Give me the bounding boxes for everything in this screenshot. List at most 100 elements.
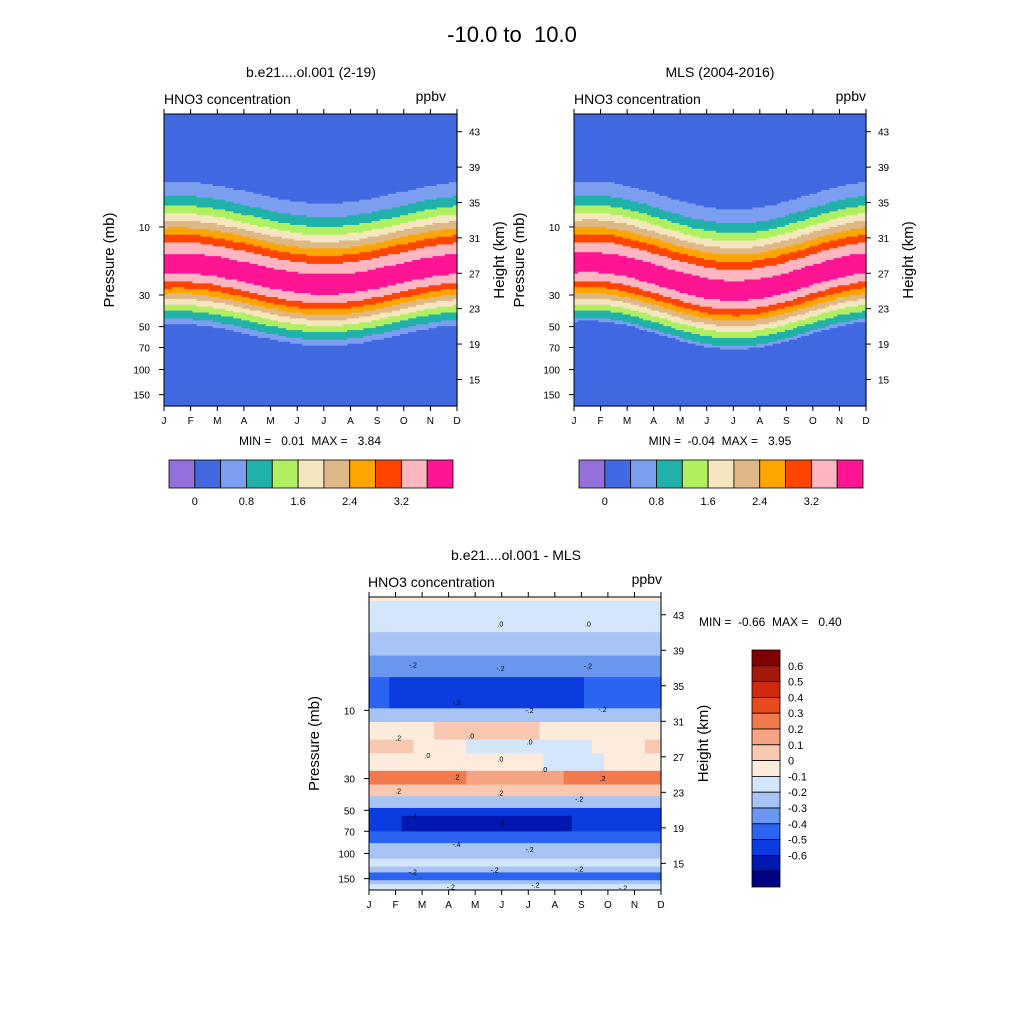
- field-cell: [821, 189, 867, 193]
- contour-label: .0: [541, 767, 547, 774]
- field-cell: [543, 757, 605, 760]
- field-cell: [164, 186, 226, 189]
- contour-label: .2: [395, 735, 401, 742]
- field-cell: [369, 759, 544, 762]
- field-cell: [651, 328, 676, 331]
- field-cell: [582, 219, 599, 222]
- field-cell: [638, 304, 660, 308]
- field-cell: [369, 620, 662, 623]
- field-cell: [401, 817, 573, 821]
- field-cell: [369, 722, 435, 725]
- y-tick-label: 100: [543, 366, 560, 377]
- field-cell: [164, 341, 291, 345]
- field-cell: [371, 211, 417, 214]
- field-cell: [784, 330, 810, 333]
- field-cell: [302, 232, 348, 236]
- field-cell: [466, 776, 565, 780]
- field-cell: [164, 205, 198, 209]
- field-cell: [233, 330, 259, 333]
- field-cell: [391, 217, 430, 220]
- field-cell: [369, 866, 662, 870]
- field-cell: [638, 279, 725, 283]
- field-cell: [164, 123, 458, 127]
- field-cell: [408, 300, 438, 304]
- field-cell: [817, 205, 859, 209]
- field-cell: [642, 326, 672, 329]
- field-cell: [338, 240, 385, 244]
- field-cell: [776, 314, 798, 318]
- field-cell: [675, 328, 705, 331]
- field-cell: [433, 722, 540, 725]
- field-cell: [343, 224, 393, 228]
- field-cell: [574, 293, 608, 296]
- field-cell: [583, 696, 662, 700]
- field-cell: [408, 332, 458, 335]
- field-cell: [253, 191, 397, 195]
- field-cell: [604, 753, 662, 756]
- field-cell: [433, 723, 540, 727]
- field-cell: [574, 374, 867, 378]
- field-cell: [375, 326, 409, 329]
- field-cell: [164, 355, 458, 358]
- field-cell: [369, 686, 390, 690]
- field-cell: [367, 269, 458, 273]
- field-cell: [343, 201, 417, 205]
- field-cell: [583, 694, 662, 698]
- field-cell: [845, 275, 867, 279]
- field-cell: [583, 688, 662, 692]
- field-cell: [164, 349, 458, 353]
- colorbar-tick-label: -0.3: [788, 803, 807, 815]
- field-cell: [675, 269, 794, 273]
- field-cell: [699, 236, 770, 240]
- x-tick-label: D: [862, 416, 869, 427]
- field-cell: [389, 692, 585, 696]
- field-cell: [574, 205, 612, 209]
- field-cell: [277, 333, 373, 337]
- field-cell: [164, 143, 458, 146]
- field-cell: [257, 224, 308, 228]
- field-cell: [225, 224, 259, 228]
- field-cell: [408, 312, 442, 316]
- field-cell: [369, 833, 662, 836]
- y-tick-label: 100: [133, 366, 150, 377]
- field-cell: [164, 260, 238, 263]
- field-cell: [306, 254, 344, 257]
- field-cell: [598, 219, 640, 222]
- field-cell: [168, 226, 190, 230]
- field-cell: [829, 324, 847, 327]
- field-cell: [683, 232, 786, 236]
- field-cell: [216, 223, 251, 226]
- colorbar-tick-label: 2.4: [752, 496, 767, 508]
- field-cell: [369, 847, 662, 850]
- field-cell: [369, 841, 662, 844]
- field-cell: [294, 291, 356, 294]
- field-cell: [634, 326, 644, 329]
- field-cell: [583, 677, 662, 680]
- field-cell: [651, 291, 681, 294]
- field-cell: [369, 700, 390, 704]
- field-cell: [699, 316, 770, 319]
- field-cell: [667, 318, 685, 321]
- field-cell: [257, 304, 287, 308]
- colorbar-swatch: [220, 459, 247, 489]
- field-cell: [164, 139, 458, 142]
- field-cell: [164, 333, 251, 337]
- field-cell: [164, 328, 226, 331]
- field-cell: [683, 330, 717, 333]
- field-cell: [578, 320, 599, 323]
- field-cell: [644, 739, 662, 743]
- field-cell: [622, 215, 652, 218]
- field-cell: [379, 318, 409, 321]
- field-cell: [574, 324, 628, 327]
- field-cell: [164, 137, 458, 140]
- y-tick-label: 10: [344, 706, 356, 717]
- field-cell: [659, 224, 689, 228]
- field-cell: [711, 306, 758, 310]
- field-cell: [164, 164, 458, 168]
- field-cell: [233, 248, 271, 251]
- field-cell: [817, 296, 839, 300]
- field-cell: [655, 191, 818, 195]
- field-cell: [776, 332, 806, 335]
- field-cell: [389, 704, 585, 707]
- field-cell: [574, 219, 583, 222]
